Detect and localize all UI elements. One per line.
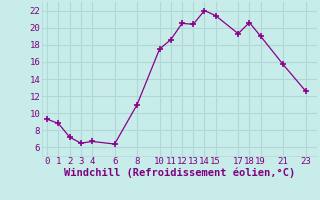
X-axis label: Windchill (Refroidissement éolien,°C): Windchill (Refroidissement éolien,°C) <box>64 168 295 178</box>
